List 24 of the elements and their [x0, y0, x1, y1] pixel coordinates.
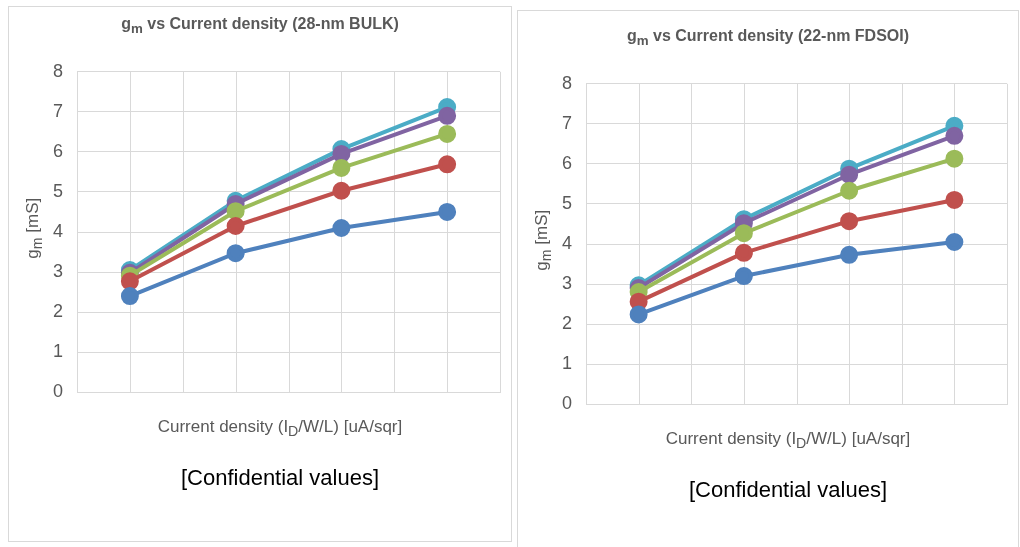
y-tick-label: 7 — [562, 112, 573, 133]
y-tick-label: 4 — [562, 232, 573, 253]
chart-title: g$_{m}$ vs Current density (28-nm BULK) — [120, 15, 400, 37]
y-tick-label: 0 — [562, 393, 573, 414]
x-axis-title: Current density (I$_{D}$/W/L) [uA/sqr] — [156, 417, 404, 440]
text: [Confidential values] — [179, 465, 381, 491]
y-tick-label: 0 — [53, 381, 64, 402]
y-tick-label: 1 — [562, 353, 573, 374]
text: [Confidential values] — [687, 477, 889, 503]
y-tick-label: 3 — [562, 273, 573, 294]
y-tick-label: 7 — [53, 100, 64, 121]
y-tick-label: 3 — [53, 261, 64, 282]
y-tick-label: 5 — [562, 192, 573, 213]
y-tick-label: 2 — [53, 301, 64, 322]
x-axis-title: Current density (I$_{D}$/W/L) [uA/sqr] — [664, 429, 912, 452]
y-tick-label: 5 — [53, 180, 64, 201]
y-tick-label: 8 — [562, 72, 573, 93]
y-tick-label: 2 — [562, 313, 573, 334]
y-tick-label: 6 — [562, 152, 573, 173]
chart-title: g$_{m}$ vs Current density (22-nm FDSOI) — [625, 27, 911, 49]
y-tick-label: 4 — [53, 220, 64, 241]
y-tick-label: 1 — [53, 341, 64, 362]
y-tick-label: 6 — [53, 140, 64, 161]
y-tick-label: 8 — [53, 60, 64, 81]
